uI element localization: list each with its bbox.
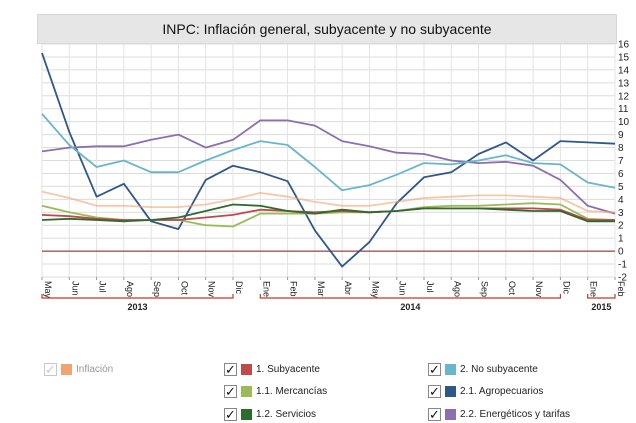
y-tick-label: 6 — [618, 169, 624, 180]
legend-checkbox[interactable]: ✓ — [428, 384, 441, 399]
legend-checkbox[interactable]: ✓ — [224, 384, 237, 399]
y-tick-label: 8 — [618, 143, 624, 154]
legend-label: Inflación — [76, 364, 114, 375]
legend-item-subyacente[interactable]: ✓ 1. Subyacente — [224, 363, 320, 376]
legend-checkbox[interactable]: ✓ — [44, 362, 57, 377]
year-label: 2014 — [400, 302, 420, 312]
legend-label: 1.1. Mercancías — [256, 386, 328, 397]
year-bracket — [259, 294, 562, 299]
x-tick-label: Feb — [289, 281, 299, 297]
y-tick-label: 3 — [618, 208, 624, 219]
y-tick-label: 14 — [618, 65, 630, 76]
legend-swatch — [445, 409, 456, 420]
legend-swatch — [61, 364, 72, 375]
legend-swatch — [445, 364, 456, 375]
legend-checkbox[interactable]: ✓ — [224, 362, 237, 377]
x-tick-label: Ago — [452, 281, 462, 297]
x-tick-label: Jun — [70, 281, 80, 296]
y-tick-label: 9 — [618, 130, 624, 141]
year-label: 2013 — [127, 302, 147, 312]
x-tick-label: Jul — [98, 281, 108, 293]
y-tick-label: 1 — [618, 234, 624, 245]
legend-swatch — [241, 364, 252, 375]
x-tick-label: Jun — [398, 281, 408, 296]
y-tick-label: 12 — [618, 91, 630, 102]
legend-label: 1. Subyacente — [256, 364, 320, 375]
x-tick-label: Feb — [616, 281, 626, 297]
x-tick-label: Ago — [125, 281, 135, 297]
series-line — [41, 190, 616, 214]
x-tick-label: Nov — [534, 281, 544, 298]
legend-item-servicios[interactable]: ✓ 1.2. Servicios — [224, 408, 316, 421]
year-bracket — [587, 294, 616, 299]
series-line — [41, 113, 616, 192]
x-tick-label: Jul — [425, 281, 435, 293]
x-tick-label: Dic — [234, 281, 244, 294]
y-tick-label: 4 — [618, 195, 624, 206]
x-tick-label: Sep — [152, 281, 162, 297]
y-tick-label: 16 — [618, 40, 630, 51]
legend-swatch — [445, 386, 456, 397]
y-tick-label: -1 — [618, 260, 627, 271]
x-tick-label: Nov — [207, 281, 217, 298]
legend-label: 2.1. Agropecuarios — [460, 386, 544, 397]
x-tick-label: Oct — [179, 281, 189, 296]
x-tick-label: May — [43, 281, 53, 299]
legend-swatch — [241, 409, 252, 420]
y-tick-label: 13 — [618, 78, 630, 89]
x-tick-label: May — [370, 281, 380, 299]
legend-item-energeticos[interactable]: ✓ 2.2. Energéticos y tarifas — [428, 408, 570, 421]
legend-item-inflacion[interactable]: ✓ Inflación — [44, 363, 113, 376]
legend-item-no-subyacente[interactable]: ✓ 2. No subyacente — [428, 363, 538, 376]
legend-label: 1.2. Servicios — [256, 409, 317, 420]
x-tick-label: Dic — [561, 281, 571, 294]
y-tick-label: 11 — [618, 104, 629, 115]
y-tick-label: 2 — [618, 221, 624, 232]
legend-item-agropecuarios[interactable]: ✓ 2.1. Agropecuarios — [428, 385, 543, 398]
series-line — [41, 52, 616, 268]
year-label: 2015 — [591, 302, 611, 312]
x-tick-label: Oct — [507, 281, 517, 296]
y-tick-label: 15 — [618, 52, 630, 63]
y-tick-label: -2 — [618, 273, 627, 284]
legend-item-mercancias[interactable]: ✓ 1.1. Mercancías — [224, 385, 327, 398]
legend-checkbox[interactable]: ✓ — [428, 407, 441, 422]
legend-checkbox[interactable]: ✓ — [428, 362, 441, 377]
x-tick-label: Ene — [589, 281, 599, 297]
series-line — [41, 203, 615, 223]
x-tick-label: Sep — [480, 281, 490, 297]
legend-checkbox[interactable]: ✓ — [224, 407, 237, 422]
legend-label: 2.2. Energéticos y tarifas — [460, 409, 571, 420]
x-tick-label: Abr — [343, 281, 353, 295]
x-tick-label: Ene — [261, 281, 271, 297]
series-line — [41, 119, 616, 215]
x-tick-label: Mar — [316, 281, 326, 297]
y-tick-label: 0 — [618, 247, 624, 258]
chart-title-bar: INPC: Inflación general, subyacente y no… — [37, 14, 617, 44]
legend-swatch — [241, 386, 252, 397]
chart-title: INPC: Inflación general, subyacente y no… — [162, 21, 492, 37]
y-tick-label: 5 — [618, 182, 624, 193]
y-tick-label: 7 — [618, 156, 624, 167]
y-tick-label: 10 — [618, 117, 630, 128]
legend-label: 2. No subyacente — [460, 364, 538, 375]
year-bracket — [41, 294, 234, 299]
